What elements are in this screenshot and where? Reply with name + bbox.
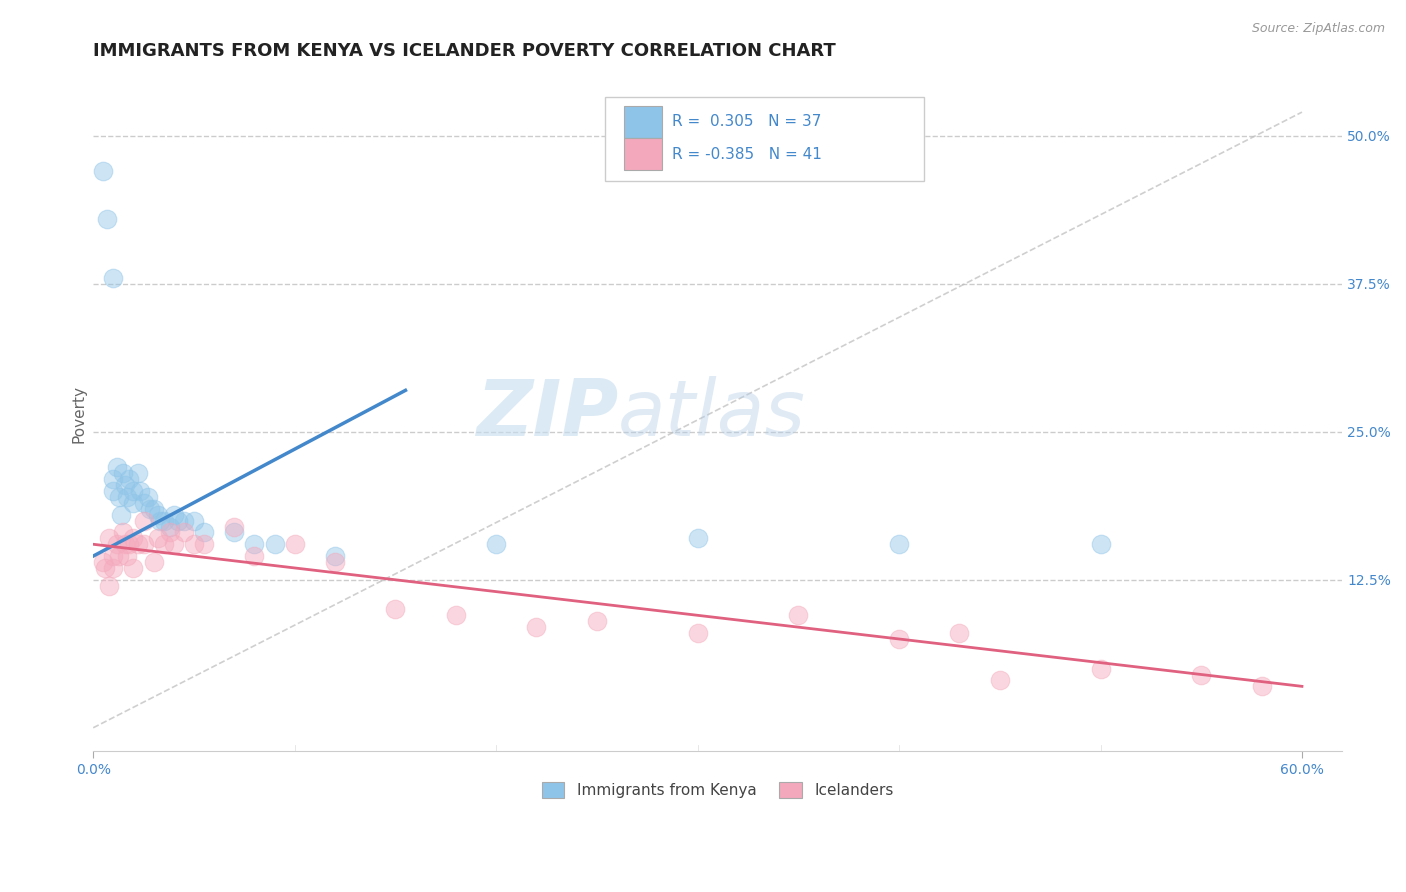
- Point: [103, 561, 125, 575]
- Point: [183, 537, 205, 551]
- Point: [152, 537, 174, 551]
- Text: ZIP: ZIP: [475, 376, 617, 452]
- Point: [166, 514, 188, 528]
- Point: [1090, 662, 1112, 676]
- Point: [98, 579, 121, 593]
- Point: [128, 483, 150, 498]
- Point: [526, 620, 548, 634]
- Point: [173, 514, 195, 528]
- Point: [988, 673, 1011, 688]
- Point: [193, 525, 215, 540]
- Point: [91, 164, 114, 178]
- Point: [384, 602, 406, 616]
- Point: [132, 496, 155, 510]
- Point: [118, 537, 141, 551]
- Point: [1189, 667, 1212, 681]
- Point: [224, 519, 246, 533]
- Point: [94, 561, 117, 575]
- Y-axis label: Poverty: Poverty: [72, 385, 86, 443]
- Point: [1250, 679, 1272, 693]
- Point: [122, 496, 145, 510]
- Point: [103, 472, 125, 486]
- Point: [263, 537, 285, 551]
- Point: [173, 525, 195, 540]
- FancyBboxPatch shape: [624, 105, 661, 138]
- Point: [142, 501, 165, 516]
- Point: [485, 537, 508, 551]
- Point: [193, 537, 215, 551]
- Point: [323, 555, 346, 569]
- Point: [96, 211, 118, 226]
- Point: [243, 537, 266, 551]
- Point: [163, 537, 186, 551]
- Point: [138, 501, 160, 516]
- Point: [103, 271, 125, 285]
- Point: [122, 483, 145, 498]
- Text: atlas: atlas: [617, 376, 806, 452]
- Point: [146, 532, 169, 546]
- Point: [118, 472, 141, 486]
- Point: [686, 626, 709, 640]
- Point: [132, 537, 155, 551]
- Point: [243, 549, 266, 563]
- Point: [136, 490, 159, 504]
- Point: [159, 525, 181, 540]
- Point: [163, 508, 186, 522]
- Point: [127, 537, 149, 551]
- Point: [149, 514, 172, 528]
- FancyBboxPatch shape: [624, 138, 661, 170]
- Point: [132, 514, 155, 528]
- Point: [183, 514, 205, 528]
- Text: Source: ZipAtlas.com: Source: ZipAtlas.com: [1251, 22, 1385, 36]
- Point: [686, 532, 709, 546]
- Point: [122, 561, 145, 575]
- Point: [323, 549, 346, 563]
- Text: IMMIGRANTS FROM KENYA VS ICELANDER POVERTY CORRELATION CHART: IMMIGRANTS FROM KENYA VS ICELANDER POVER…: [93, 42, 837, 60]
- Point: [887, 537, 910, 551]
- Point: [127, 467, 149, 481]
- Point: [142, 555, 165, 569]
- Point: [108, 490, 131, 504]
- Point: [112, 467, 135, 481]
- Point: [110, 508, 132, 522]
- Point: [112, 525, 135, 540]
- Point: [122, 532, 145, 546]
- Point: [108, 549, 131, 563]
- Point: [787, 608, 810, 623]
- Point: [105, 460, 128, 475]
- Point: [224, 525, 246, 540]
- Point: [103, 549, 125, 563]
- Point: [114, 537, 136, 551]
- Point: [284, 537, 307, 551]
- Point: [103, 483, 125, 498]
- Point: [444, 608, 467, 623]
- Point: [159, 519, 181, 533]
- Point: [114, 478, 136, 492]
- Point: [948, 626, 970, 640]
- Point: [1090, 537, 1112, 551]
- Legend: Immigrants from Kenya, Icelanders: Immigrants from Kenya, Icelanders: [536, 776, 900, 805]
- Point: [91, 555, 114, 569]
- Point: [117, 549, 139, 563]
- Text: R = -0.385   N = 41: R = -0.385 N = 41: [672, 146, 821, 161]
- Point: [585, 614, 607, 628]
- Point: [146, 508, 169, 522]
- Point: [98, 532, 121, 546]
- Text: R =  0.305   N = 37: R = 0.305 N = 37: [672, 114, 821, 129]
- Point: [105, 537, 128, 551]
- Point: [117, 490, 139, 504]
- Point: [152, 514, 174, 528]
- Point: [887, 632, 910, 646]
- FancyBboxPatch shape: [606, 97, 924, 181]
